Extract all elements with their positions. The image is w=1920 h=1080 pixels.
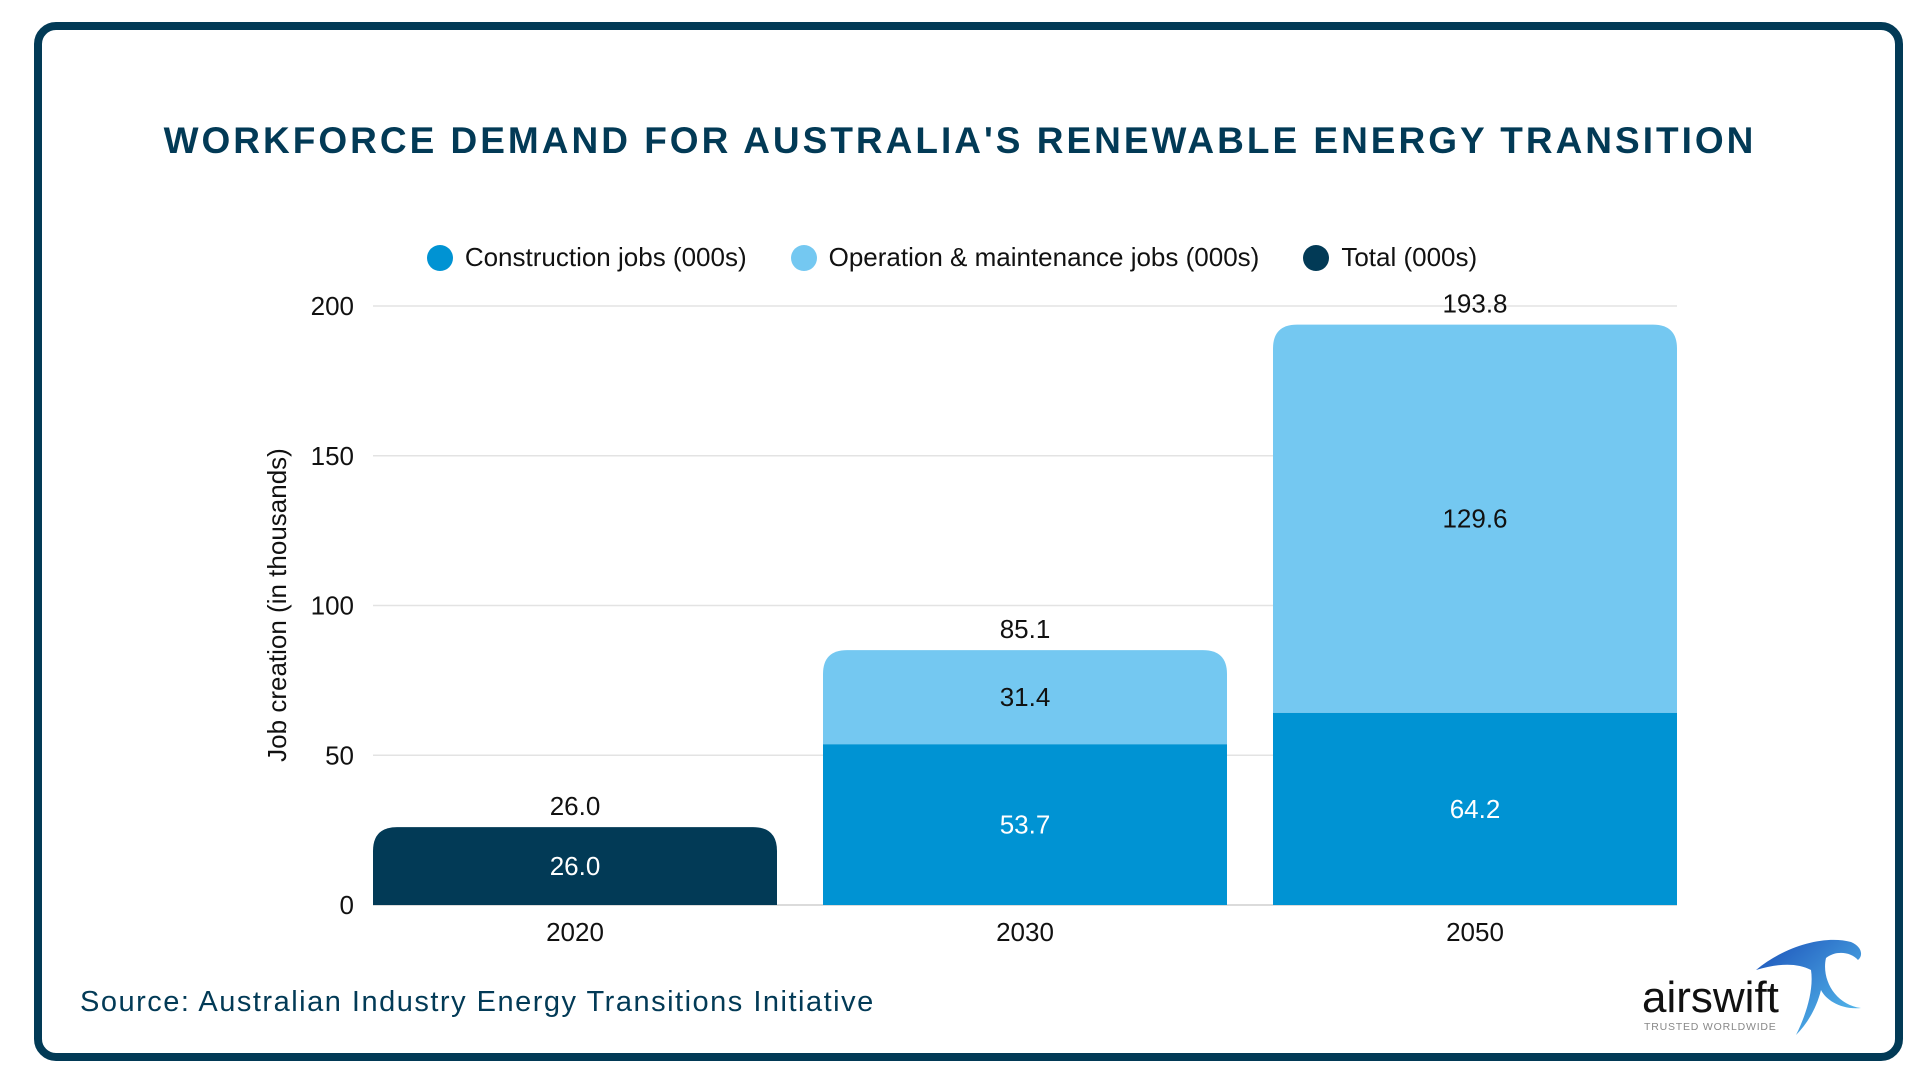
airswift-logo-graphic: airswift TRUSTED WORLDWIDE [1642, 939, 1862, 1035]
total-label: 193.8 [1442, 289, 1507, 319]
airswift-logo: airswift TRUSTED WORLDWIDE [1636, 930, 1866, 1045]
svg-text:airswift: airswift [1642, 973, 1779, 1022]
bar-2050-om [1273, 324, 1677, 713]
bar-2050-construction [1273, 712, 1677, 905]
data-label: 53.7 [1000, 810, 1051, 840]
total-label: 85.1 [1000, 614, 1051, 644]
x-tick-label: 2020 [546, 917, 604, 947]
bar-2020-total [373, 827, 777, 905]
legend: Construction jobs (000s) Operation & mai… [0, 242, 1912, 273]
data-label: 26.0 [550, 851, 601, 881]
svg-text:TRUSTED WORLDWIDE: TRUSTED WORLDWIDE [1644, 1021, 1777, 1033]
legend-label: Total (000s) [1341, 242, 1478, 272]
x-tick-label: 2030 [996, 917, 1054, 947]
legend-swatch-total [1303, 244, 1330, 271]
legend-swatch-om [790, 244, 817, 271]
data-label: 31.4 [1000, 682, 1051, 712]
legend-label: Construction jobs (000s) [464, 242, 747, 272]
y-tick-label: 200 [311, 291, 354, 321]
source-note: Source: Australian Industry Energy Trans… [80, 986, 875, 1018]
total-label: 26.0 [550, 791, 601, 821]
y-tick-label: 100 [311, 591, 354, 621]
y-tick-label: 50 [325, 740, 354, 770]
legend-label: Operation & maintenance jobs (000s) [828, 242, 1260, 272]
y-axis-label: Job creation (in thousands) [262, 448, 292, 762]
x-tick-label: 2050 [1446, 917, 1504, 947]
bar-2030-om [823, 650, 1227, 745]
y-tick-label: 0 [340, 890, 354, 920]
y-tick-label: 150 [311, 441, 354, 471]
data-label: 64.2 [1450, 794, 1501, 824]
bar-2030-construction [823, 744, 1227, 905]
legend-item-total: Total (000s) [1303, 242, 1477, 273]
chart-frame [34, 22, 1903, 1061]
chart-title: WORKFORCE DEMAND FOR AUSTRALIA'S RENEWAB… [163, 120, 1757, 161]
legend-item-om: Operation & maintenance jobs (000s) [790, 242, 1260, 273]
legend-item-construction: Construction jobs (000s) [426, 242, 747, 273]
data-label: 129.6 [1442, 504, 1507, 534]
legend-swatch-construction [426, 244, 453, 271]
